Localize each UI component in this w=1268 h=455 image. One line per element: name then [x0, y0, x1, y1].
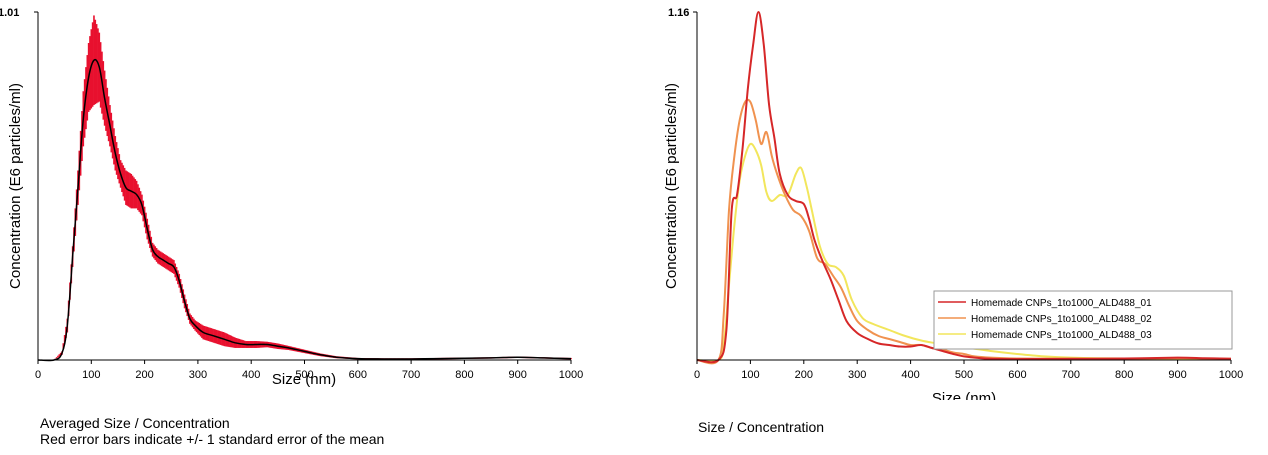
x-tick-label: 800: [455, 369, 473, 381]
x-tick-marks: [37, 360, 572, 364]
left-caption: Averaged Size / Concentration Red error …: [40, 415, 384, 447]
x-tick-label: 600: [349, 369, 367, 381]
legend-label-03: Homemade CNPs_1to1000_ALD488_03: [971, 330, 1152, 341]
mean-series-line: [37, 58, 572, 362]
series-lines: [696, 10, 1232, 365]
x-tick-label: 200: [795, 369, 813, 381]
x-tick-labels: 0 100 200 300 400 500 600 700 800 900 1000: [35, 369, 583, 381]
series-line-03: [696, 142, 1232, 363]
x-tick-label: 0: [35, 369, 41, 381]
x-axis-label: Size (nm): [272, 371, 336, 388]
x-tick-label: 600: [1008, 369, 1026, 381]
x-tick-labels: 0 100 200 300 400 500 600 700 800 900 1000: [694, 369, 1243, 381]
x-tick-label: 100: [741, 369, 759, 381]
x-tick-label: 300: [848, 369, 866, 381]
x-tick-label: 700: [402, 369, 420, 381]
legend-label-02: Homemade CNPs_1to1000_ALD488_02: [971, 314, 1152, 325]
x-tick-label: 500: [295, 369, 313, 381]
x-tick-label: 0: [694, 369, 700, 381]
caption-line-1: Averaged Size / Concentration: [40, 415, 230, 431]
x-tick-label: 1000: [559, 369, 583, 381]
x-tick-label: 500: [955, 369, 973, 381]
x-tick-label: 900: [509, 369, 527, 381]
x-tick-label: 700: [1062, 369, 1080, 381]
caption-line-1: Size / Concentration: [698, 419, 825, 435]
y-max-label: 1.16: [668, 7, 689, 19]
x-axis-label: Size (nm): [932, 390, 996, 400]
y-max-label: 1.01: [0, 7, 19, 19]
averaged-size-concentration-chart: 1.01 0 100 200 300 400 500 600 700 800 900 1000 Si…: [0, 7, 583, 388]
legend-label-01: Homemade CNPs_1to1000_ALD488_01: [971, 298, 1152, 309]
x-tick-label: 1000: [1219, 369, 1243, 381]
series-line-01: [696, 10, 1232, 364]
x-tick-label: 800: [1115, 369, 1133, 381]
x-tick-label: 200: [135, 369, 153, 381]
caption-line-2: Red error bars indicate +/- 1 standard e…: [40, 431, 385, 447]
right-caption: Size / Concentration: [698, 419, 824, 435]
x-tick-label: 300: [189, 369, 207, 381]
x-tick-marks: [696, 360, 1232, 364]
x-tick-label: 100: [82, 369, 100, 381]
x-tick-label: 900: [1168, 369, 1186, 381]
size-concentration-chart: 1.16 0 100 200 300 400 500 600 700 800 900 1000 Si…: [663, 7, 1243, 400]
y-axis-label: Concentration (E6 particles/ml): [7, 83, 24, 289]
x-tick-label: 400: [242, 369, 260, 381]
legend-box: [933, 290, 1233, 350]
y-axis-label: Concentration (E6 particles/ml): [663, 83, 680, 289]
x-tick-label: 400: [901, 369, 919, 381]
legend: Homemade CNPs_1to1000_ALD488_01 Homemade…: [933, 290, 1233, 350]
